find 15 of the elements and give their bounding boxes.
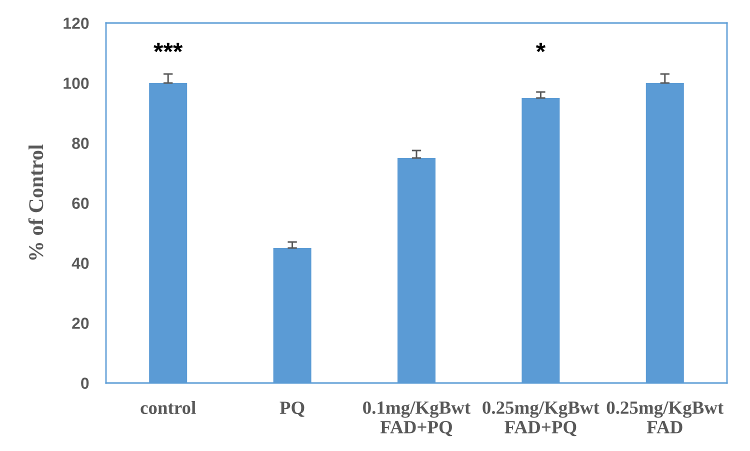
y-axis-title: % of Control bbox=[28, 144, 44, 260]
y-tick-label: 120 bbox=[64, 18, 89, 29]
y-tick-label: 0 bbox=[81, 378, 89, 389]
y-tick-label: 20 bbox=[72, 318, 89, 329]
y-tick-label: 100 bbox=[64, 78, 89, 89]
data-label: * bbox=[536, 42, 546, 52]
x-tick-label: 0.25mg/KgBwt FAD bbox=[606, 401, 724, 434]
y-tick-label: 80 bbox=[72, 138, 89, 149]
x-tick-label: 0.1mg/KgBwt FAD+PQ bbox=[363, 401, 471, 436]
data-label: *** bbox=[154, 42, 183, 52]
x-tick-label: control bbox=[140, 401, 196, 414]
y-tick-label: 60 bbox=[72, 198, 89, 209]
x-tick-label: PQ bbox=[280, 402, 304, 417]
y-tick-label: 40 bbox=[72, 258, 89, 269]
x-tick-label: 0.25mg/KgBwt FAD+PQ bbox=[482, 401, 600, 436]
